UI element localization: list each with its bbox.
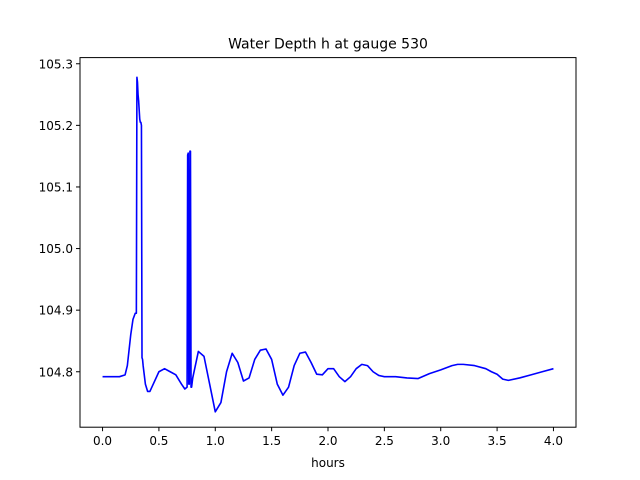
x-tick-label: 3.0 — [431, 434, 450, 448]
y-axis: 104.8 104.9 105.0 105.1 105.2 105.3 — [39, 57, 80, 379]
x-tick-label: 3.5 — [488, 434, 507, 448]
y-tick-label: 104.9 — [39, 304, 73, 318]
x-tick-label: 2.0 — [318, 434, 337, 448]
x-tick-label: 4.0 — [544, 434, 563, 448]
x-tick-label: 1.0 — [206, 434, 225, 448]
y-tick-label: 105.1 — [39, 180, 73, 194]
plot-frame — [79, 57, 577, 428]
x-tick-label: 0.0 — [93, 434, 112, 448]
y-tick-label: 104.8 — [39, 365, 73, 379]
plot-area — [102, 76, 554, 413]
x-tick-label: 0.5 — [149, 434, 168, 448]
chart-title: Water Depth h at gauge 530 — [228, 37, 428, 53]
series-line-0 — [102, 76, 554, 413]
y-tick-label: 105.2 — [39, 119, 73, 133]
x-axis-label: hours — [311, 456, 345, 470]
x-tick-label: 1.5 — [262, 434, 281, 448]
x-tick-label: 2.5 — [375, 434, 394, 448]
y-tick-label: 105.0 — [39, 242, 73, 256]
x-axis: 0.0 0.5 1.0 1.5 2.0 2.5 3.0 3.5 4.0 — [93, 427, 563, 448]
y-tick-label: 105.3 — [39, 57, 73, 71]
